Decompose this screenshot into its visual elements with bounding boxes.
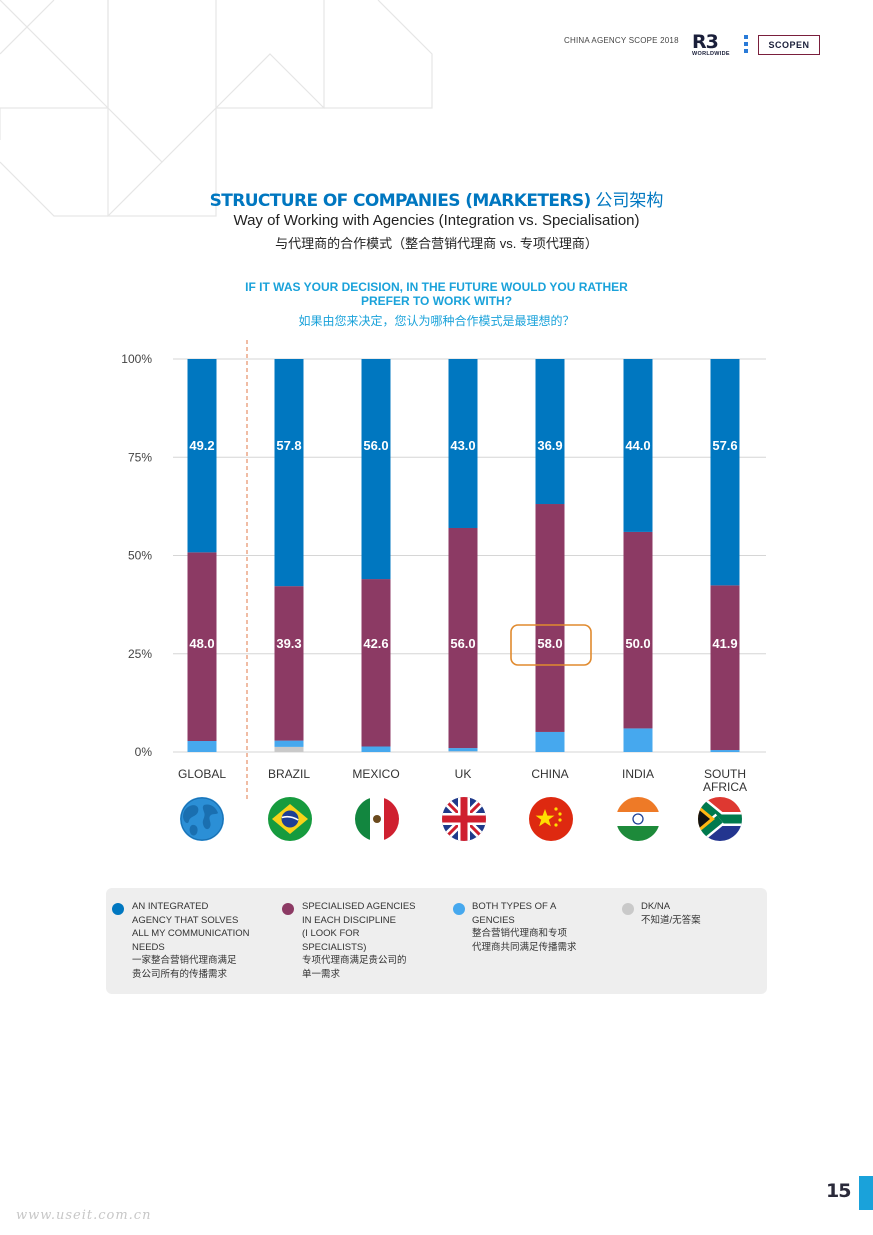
south-africa-flag bbox=[698, 797, 742, 841]
title-en: STRUCTURE OF COMPANIES (MARKETERS) bbox=[209, 191, 592, 211]
y-tick-label: 75% bbox=[128, 450, 152, 464]
legend-item-dkna: DK/NA 不知道/无答案 bbox=[641, 901, 701, 926]
x-tick-label: UK bbox=[455, 767, 472, 781]
legend-dot-both bbox=[453, 903, 465, 915]
bar-specialised-global bbox=[187, 552, 217, 741]
value-label-integrated: 43.0 bbox=[450, 438, 475, 453]
bar-both-global bbox=[187, 740, 217, 752]
value-label-specialised: 50.0 bbox=[625, 636, 650, 651]
bar-specialised-china bbox=[535, 504, 565, 732]
bar-integrated-global bbox=[187, 359, 217, 553]
value-label-specialised: 48.0 bbox=[189, 636, 214, 651]
value-label-integrated: 56.0 bbox=[363, 438, 388, 453]
value-label-integrated: 57.6 bbox=[712, 438, 737, 453]
bar-integrated-south-africa bbox=[710, 359, 740, 586]
page-tab-marker bbox=[859, 1176, 873, 1210]
bar-integrated-india bbox=[623, 359, 653, 532]
chart-legend: AN INTEGRATED AGENCY THAT SOLVES ALL MY CO… bbox=[106, 888, 767, 994]
uk-flag bbox=[442, 797, 486, 841]
publication-name: CHINA AGENCY SCOPE 2018 bbox=[564, 36, 679, 45]
subtitle-cn: 与代理商的合作模式（整合营销代理商 vs. 专项代理商） bbox=[275, 236, 598, 251]
value-label-specialised: 58.0 bbox=[537, 636, 562, 651]
bar-specialised-south-africa bbox=[710, 585, 740, 751]
y-tick-label: 50% bbox=[128, 549, 152, 563]
value-label-integrated: 44.0 bbox=[625, 438, 650, 453]
value-label-integrated: 57.8 bbox=[276, 438, 301, 453]
legend-item-integrated: AN INTEGRATED AGENCY THAT SOLVES ALL MY CO… bbox=[132, 901, 250, 980]
value-label-specialised: 56.0 bbox=[450, 636, 475, 651]
bar-specialised-india bbox=[623, 531, 653, 729]
title-cn: 公司架构 bbox=[590, 191, 664, 210]
legend-dot-specialised bbox=[282, 903, 294, 915]
bar-specialised-brazil bbox=[274, 586, 304, 741]
x-tick-label: GLOBAL bbox=[178, 767, 226, 781]
bar-both-india bbox=[623, 728, 653, 752]
value-label-integrated: 36.9 bbox=[537, 438, 562, 453]
bar-integrated-brazil bbox=[274, 359, 304, 587]
decorative-pattern bbox=[0, 0, 433, 217]
logo-r3-subtext: WORLDWIDE bbox=[692, 51, 730, 57]
bar-integrated-china bbox=[535, 359, 565, 505]
bar-dkna-uk bbox=[448, 751, 478, 752]
x-tick-label: MEXICO bbox=[352, 767, 399, 781]
x-tick-label: INDIA bbox=[622, 767, 654, 781]
globe-icon bbox=[180, 797, 224, 841]
y-tick-label: 25% bbox=[128, 647, 152, 661]
value-label-integrated: 49.2 bbox=[189, 438, 214, 453]
logo-separator-dots bbox=[744, 35, 748, 55]
y-tick-label: 100% bbox=[121, 352, 152, 366]
legend-item-both: BOTH TYPES OF A GENCIES 整合营销代理商和专项 代理商共同满足… bbox=[472, 901, 577, 953]
survey-question: IF IT WAS YOUR DECISION, IN THE FUTURE W… bbox=[0, 280, 873, 308]
bar-specialised-uk bbox=[448, 527, 478, 749]
bar-integrated-uk bbox=[448, 359, 478, 528]
legend-item-specialised: SPECIALISED AGENCIES IN EACH DISCIPLINE (I… bbox=[302, 901, 416, 980]
bar-both-south-africa bbox=[710, 750, 740, 752]
bar-dkna-brazil bbox=[274, 746, 304, 752]
x-tick-label: BRAZIL bbox=[268, 767, 310, 781]
subtitle: Way of Working with Agencies (Integratio… bbox=[233, 212, 640, 229]
page-number: 15 bbox=[826, 1180, 851, 1202]
r3-worldwide-logo: R3 WORLDWIDE bbox=[692, 31, 736, 58]
china-flag bbox=[529, 797, 573, 841]
india-flag bbox=[616, 797, 660, 841]
watermark: www.useit.com.cn bbox=[16, 1208, 152, 1223]
x-tick-label: SOUTH bbox=[704, 767, 746, 781]
value-label-specialised: 39.3 bbox=[276, 636, 301, 651]
question-line-1: IF IT WAS YOUR DECISION, IN THE FUTURE W… bbox=[245, 280, 628, 294]
mexico-flag bbox=[355, 797, 399, 841]
survey-question-cn: 如果由您来决定，您认为哪种合作模式是最理想的？ bbox=[298, 314, 575, 328]
bar-both-uk bbox=[448, 748, 478, 752]
value-label-specialised: 41.9 bbox=[712, 636, 737, 651]
logo-r3-text: R3 bbox=[692, 31, 719, 53]
bar-both-mexico bbox=[361, 746, 391, 752]
stacked-bar-chart: 0% 25% 50% 75% 100% 49.2 48.0 GLOBAL 57.8 39.3 BRA… bbox=[121, 340, 766, 800]
page-title: STRUCTURE OF COMPANIES (MARKETERS) 公司架构 bbox=[0, 186, 873, 211]
bar-specialised-mexico bbox=[361, 579, 391, 747]
legend-dot-integrated bbox=[112, 903, 124, 915]
bar-both-china bbox=[535, 731, 565, 752]
legend-dot-dkna bbox=[622, 903, 634, 915]
x-tick-label: CHINA bbox=[531, 767, 568, 781]
brazil-flag bbox=[268, 797, 312, 841]
bar-integrated-mexico bbox=[361, 359, 391, 580]
y-tick-label: 0% bbox=[135, 745, 153, 759]
x-tick-label: AFRICA bbox=[703, 780, 747, 794]
value-label-specialised: 42.6 bbox=[363, 636, 388, 651]
question-line-2: PREFER TO WORK WITH? bbox=[360, 294, 513, 308]
bar-both-brazil bbox=[274, 740, 304, 747]
highlight-box bbox=[510, 624, 592, 666]
scopen-logo: SCOPEN bbox=[758, 35, 820, 55]
